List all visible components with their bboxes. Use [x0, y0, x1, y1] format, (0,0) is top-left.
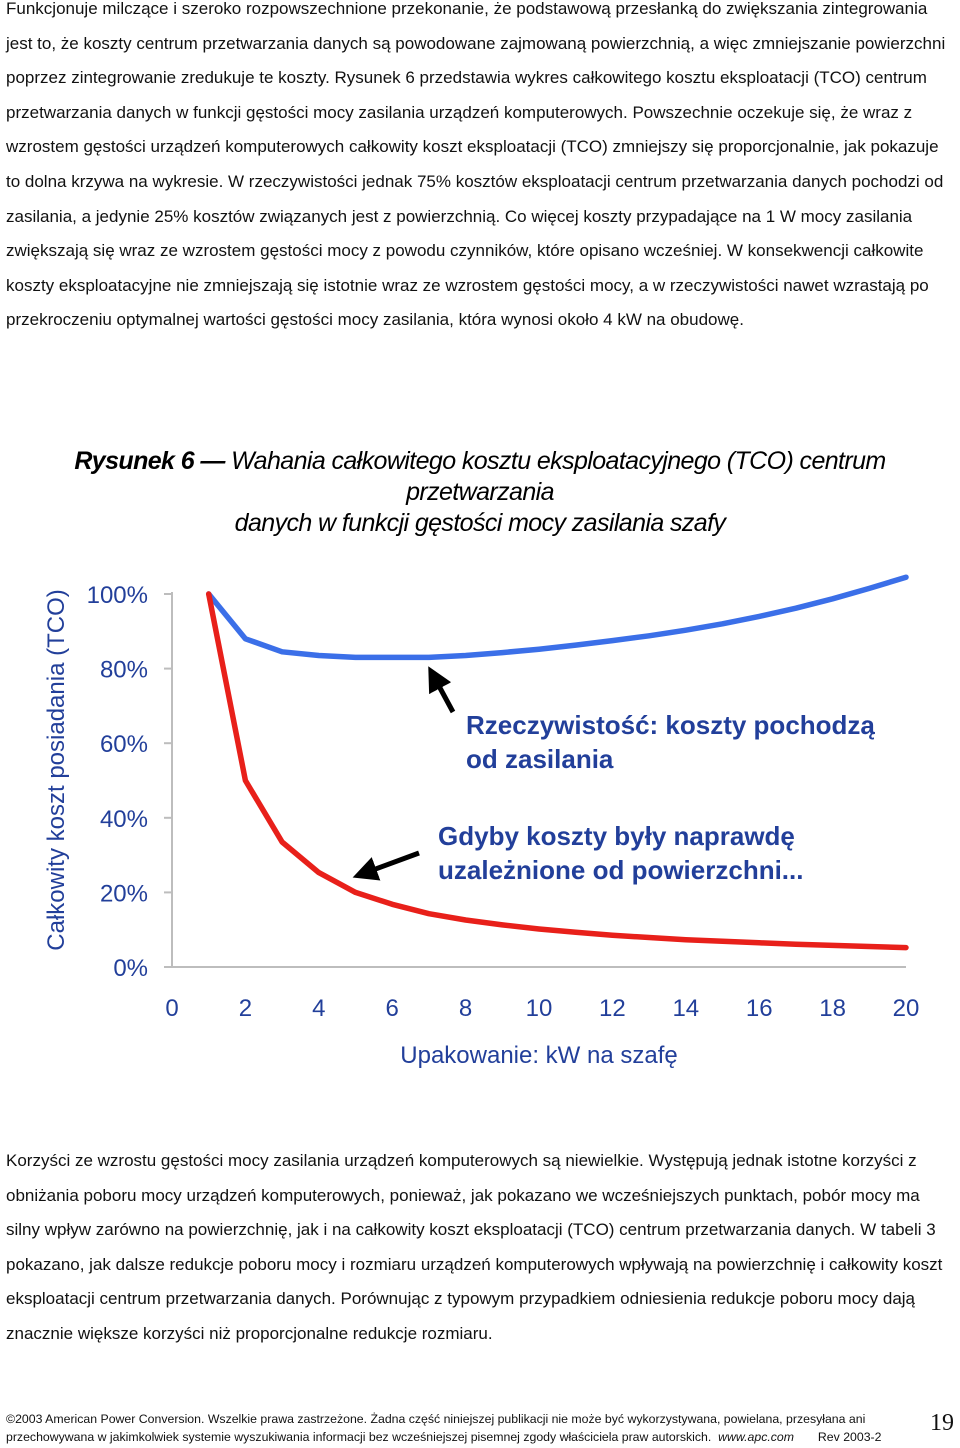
annotation-area-line-2: uzależnione od powierzchni... — [438, 855, 803, 885]
copyright-footer: ©2003 American Power Conversion. Wszelki… — [6, 1410, 916, 1446]
annotation-actual-line-2: od zasilania — [466, 744, 614, 774]
series-line-actual — [205, 574, 909, 661]
x-tick-label: 6 — [386, 995, 399, 1022]
copyright-line-2: przechowywana w jakimkolwiek systemie wy… — [6, 1430, 712, 1444]
copyright-symbol: © — [6, 1412, 16, 1426]
y-tick-label: 0% — [113, 955, 148, 982]
annotation-arrow-area-based — [352, 850, 420, 881]
figure-title-line-1: Wahania całkowitego kosztu eksploatacyjn… — [231, 447, 886, 506]
x-tick-label: 4 — [312, 995, 325, 1022]
body-paragraph-2: Korzyści ze wzrostu gęstości mocy zasila… — [6, 1151, 943, 1343]
x-tick-label: 16 — [746, 995, 773, 1022]
annotation-arrow-actual — [428, 666, 456, 714]
x-tick-label: 20 — [893, 995, 920, 1022]
y-tick-label: 100% — [87, 582, 148, 609]
y-tick-label: 60% — [100, 731, 148, 758]
page-number: 19 — [930, 1410, 954, 1436]
figure-label: Rysunek 6 — — [74, 447, 232, 475]
footer-url[interactable]: www.apc.com — [718, 1430, 794, 1444]
x-tick-label: 18 — [819, 995, 846, 1022]
y-tick-label: 20% — [100, 880, 148, 907]
body-paragraph: Funkcjonuje milczące i szeroko rozpowsze… — [6, 0, 946, 330]
series-line-area-based — [205, 591, 909, 951]
y-axis-label: Całkowity koszt posiadania (TCO) — [43, 589, 70, 950]
x-tick-label: 10 — [526, 995, 553, 1022]
x-tick-label: 14 — [672, 995, 699, 1022]
x-tick-label: 8 — [459, 995, 472, 1022]
copyright-line-1: 2003 American Power Conversion. Wszelkie… — [15, 1412, 866, 1426]
footer-revision: Rev 2003-2 — [817, 1430, 882, 1444]
tco-chart: 0% 20% 40% 60% 80% 100% 0 2 4 6 8 10 12 14 16 18 20 Całko… — [43, 574, 920, 1069]
figure-caption: Rysunek 6 — Wahania całkowitego kosztu e… — [0, 446, 960, 539]
x-tick-label: 2 — [239, 995, 252, 1022]
x-tick-label: 12 — [599, 995, 626, 1022]
x-axis-label: Upakowanie: kW na szafę — [400, 1042, 677, 1069]
figure-title-line-2: danych w funkcji gęstości mocy zasilania… — [234, 509, 726, 537]
y-tick-label: 40% — [100, 806, 148, 833]
x-tick-label: 0 — [165, 995, 178, 1022]
y-tick-label: 80% — [100, 657, 148, 684]
annotation-area-line-1: Gdyby koszty były naprawdę — [438, 821, 795, 851]
annotation-actual-line-1: Rzeczywistość: koszty pochodzą — [466, 710, 875, 740]
